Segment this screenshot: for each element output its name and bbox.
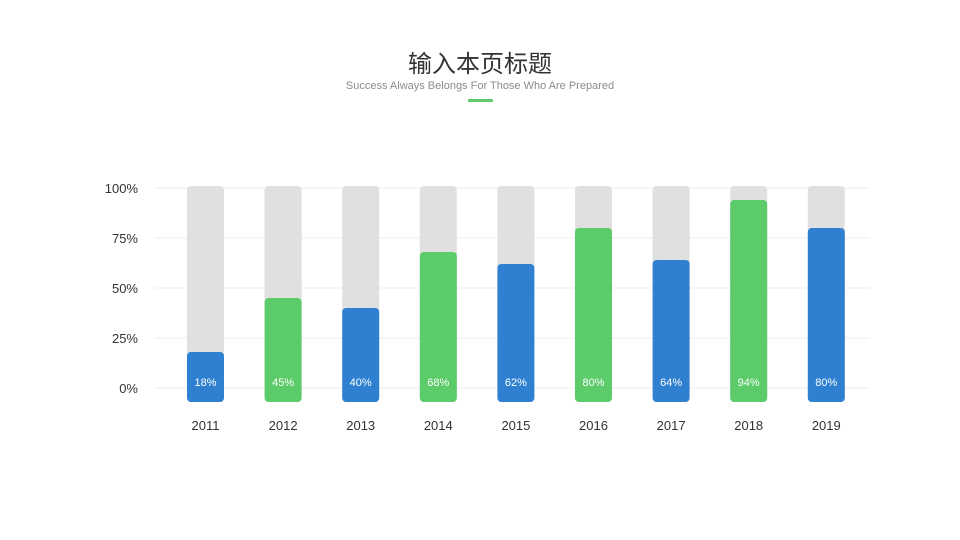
page-title: 输入本页标题 bbox=[408, 50, 552, 78]
bar bbox=[575, 228, 612, 402]
x-tick-label: 2014 bbox=[424, 418, 453, 433]
data-label: 64% bbox=[660, 377, 682, 389]
y-tick-label: 50% bbox=[112, 281, 138, 296]
x-tick-label: 2012 bbox=[269, 418, 298, 433]
x-tick-label: 2019 bbox=[812, 418, 841, 433]
data-label: 94% bbox=[738, 377, 760, 389]
x-tick-label: 2013 bbox=[346, 418, 375, 433]
y-tick-label: 100% bbox=[105, 181, 139, 196]
bar bbox=[419, 252, 457, 402]
bar bbox=[264, 298, 302, 402]
data-label: 62% bbox=[505, 377, 527, 389]
x-tick-label: 2011 bbox=[192, 418, 220, 433]
data-label: 80% bbox=[815, 377, 837, 389]
y-tick-label: 0% bbox=[119, 381, 138, 396]
data-label: 45% bbox=[272, 377, 294, 389]
x-tick-label: 2018 bbox=[734, 418, 763, 433]
page-subtitle: Success Always Belongs For Those Who Are… bbox=[345, 80, 615, 92]
bar-track bbox=[187, 186, 224, 402]
x-tick-label: 2017 bbox=[657, 418, 686, 433]
x-tick-label: 2015 bbox=[501, 418, 530, 433]
bar bbox=[807, 228, 845, 402]
bar bbox=[342, 308, 380, 402]
x-tick-label: 2016 bbox=[579, 418, 608, 433]
y-tick-label: 25% bbox=[112, 331, 138, 346]
bar bbox=[730, 200, 768, 402]
data-label: 18% bbox=[194, 377, 216, 389]
bar bbox=[652, 260, 690, 402]
bar bbox=[187, 352, 224, 402]
y-tick-label: 75% bbox=[112, 231, 138, 246]
bar bbox=[497, 264, 535, 402]
title-accent-line bbox=[468, 99, 493, 102]
data-label: 40% bbox=[350, 377, 372, 389]
data-label: 68% bbox=[427, 377, 449, 389]
data-label: 80% bbox=[582, 377, 604, 389]
